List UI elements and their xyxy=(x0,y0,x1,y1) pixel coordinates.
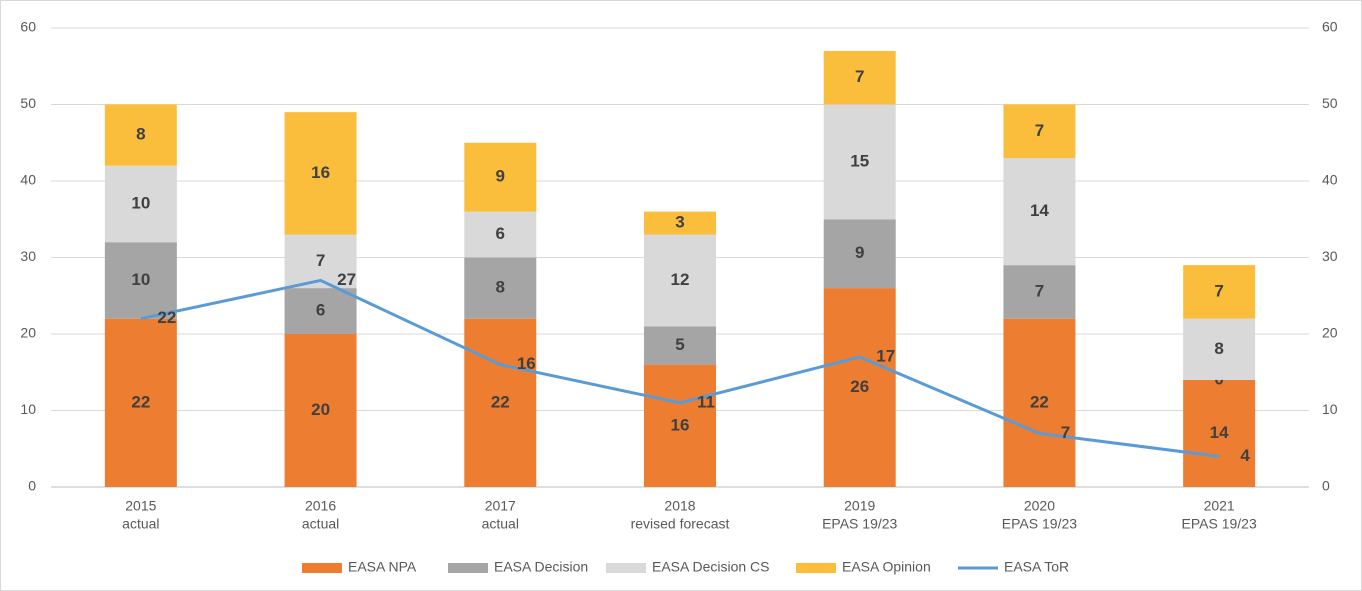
x-tick-label: 2018 xyxy=(664,498,695,514)
x-tick-label: actual xyxy=(482,516,519,532)
y-tick-label: 30 xyxy=(20,248,36,264)
bar-segment xyxy=(1183,265,1256,319)
data-label: 16 xyxy=(517,354,536,373)
data-label: 22 xyxy=(131,392,150,411)
bar-segment xyxy=(644,211,716,235)
x-tick-label: 2017 xyxy=(485,498,516,514)
data-label: 7 xyxy=(1061,423,1070,442)
y2-tick-label: 30 xyxy=(1322,248,1338,264)
data-label: 22 xyxy=(157,308,176,327)
data-label: 22 xyxy=(1030,392,1049,411)
y-tick-label: 10 xyxy=(20,401,36,417)
data-label: 5 xyxy=(675,335,684,354)
data-label: 9 xyxy=(496,167,505,186)
y-tick-label: 60 xyxy=(20,19,36,35)
data-label: 7 xyxy=(316,251,325,270)
bar-segment xyxy=(1183,318,1256,380)
line xyxy=(140,278,1220,458)
data-label: 14 xyxy=(1030,201,1049,220)
x-tick-label: 2020 xyxy=(1024,498,1055,514)
bar-segment xyxy=(1183,379,1256,487)
legend-label: EASA ToR xyxy=(1004,559,1069,575)
bar-segment xyxy=(1003,318,1076,487)
bar-segment xyxy=(823,288,896,487)
data-label: 6 xyxy=(316,301,325,320)
data-label: 22 xyxy=(491,392,510,411)
y-tick-label: 40 xyxy=(20,172,36,188)
data-label: 20 xyxy=(311,400,330,419)
data-label: 8 xyxy=(1214,339,1223,358)
y-tick-label: 0 xyxy=(28,478,36,494)
legend-swatch xyxy=(796,563,836,573)
bar-segment xyxy=(823,50,896,105)
data-label: 4 xyxy=(1240,446,1250,465)
y2-tick-label: 40 xyxy=(1322,172,1338,188)
data-label: 8 xyxy=(496,278,505,297)
x-tick-label: actual xyxy=(122,516,159,532)
data-label: 8 xyxy=(136,125,145,144)
y2-tick-label: 0 xyxy=(1322,478,1330,494)
bar-segment xyxy=(104,104,177,166)
bar-segment xyxy=(464,257,537,319)
y2-tick-label: 50 xyxy=(1322,95,1338,111)
legend-label: EASA Decision xyxy=(494,559,588,575)
legend-swatch xyxy=(448,563,488,573)
bar-segment xyxy=(104,165,177,243)
bar-segment xyxy=(644,326,716,365)
x-tick-label: actual xyxy=(302,516,339,532)
x-tick-label: 2016 xyxy=(305,498,336,514)
data-label: 7 xyxy=(855,67,864,86)
legend-label: EASA NPA xyxy=(348,559,417,575)
x-tick-label: 2015 xyxy=(125,498,156,514)
x-tick-label: EPAS 19/23 xyxy=(1002,516,1077,532)
bar-segment xyxy=(644,234,716,327)
data-label: 17 xyxy=(876,346,895,365)
x-tick-label: 2021 xyxy=(1204,498,1235,514)
bar-segment xyxy=(104,242,177,319)
x-tick-label: 2019 xyxy=(844,498,875,514)
data-label: 6 xyxy=(496,224,505,243)
bar-segment xyxy=(1003,265,1076,319)
x-tick-label: revised forecast xyxy=(631,516,730,532)
data-label: 7 xyxy=(1214,281,1223,300)
bar-segment xyxy=(644,364,716,487)
bar-segment xyxy=(284,334,357,487)
bar-segment xyxy=(1003,104,1076,159)
data-label: 10 xyxy=(131,270,150,289)
bar-segment xyxy=(464,211,537,258)
legend-swatch xyxy=(606,563,646,573)
data-label: 26 xyxy=(850,377,869,396)
bar-segment xyxy=(823,219,896,289)
legend-swatch xyxy=(302,563,342,573)
data-label: 27 xyxy=(337,270,356,289)
bar-segment xyxy=(284,112,357,235)
data-label: 10 xyxy=(131,193,150,212)
data-label: 14 xyxy=(1210,423,1229,442)
y2-tick-label: 60 xyxy=(1322,19,1338,35)
bar-segment xyxy=(1003,158,1076,266)
y-tick-label: 20 xyxy=(20,325,36,341)
bar-segment xyxy=(464,318,537,487)
x-tick-label: EPAS 19/23 xyxy=(1182,516,1257,532)
data-label: 15 xyxy=(850,151,869,170)
data-label: 9 xyxy=(855,243,864,262)
data-label: 11 xyxy=(697,392,715,411)
data-label: 7 xyxy=(1035,121,1044,140)
bar-segment xyxy=(464,142,537,212)
bar-segment xyxy=(104,318,177,487)
data-label: 7 xyxy=(1035,281,1044,300)
bar-segment xyxy=(823,104,896,220)
data-label: 3 xyxy=(675,213,684,232)
legend-label: EASA Decision CS xyxy=(652,559,770,575)
data-label: 16 xyxy=(311,163,330,182)
bar-segment xyxy=(284,288,357,334)
data-label: 16 xyxy=(671,415,690,434)
legend-label: EASA Opinion xyxy=(842,559,931,575)
x-tick-label: EPAS 19/23 xyxy=(822,516,897,532)
data-label: 12 xyxy=(671,270,690,289)
y2-tick-label: 10 xyxy=(1322,401,1338,417)
y-tick-label: 50 xyxy=(20,95,36,111)
y2-tick-label: 20 xyxy=(1322,325,1338,341)
